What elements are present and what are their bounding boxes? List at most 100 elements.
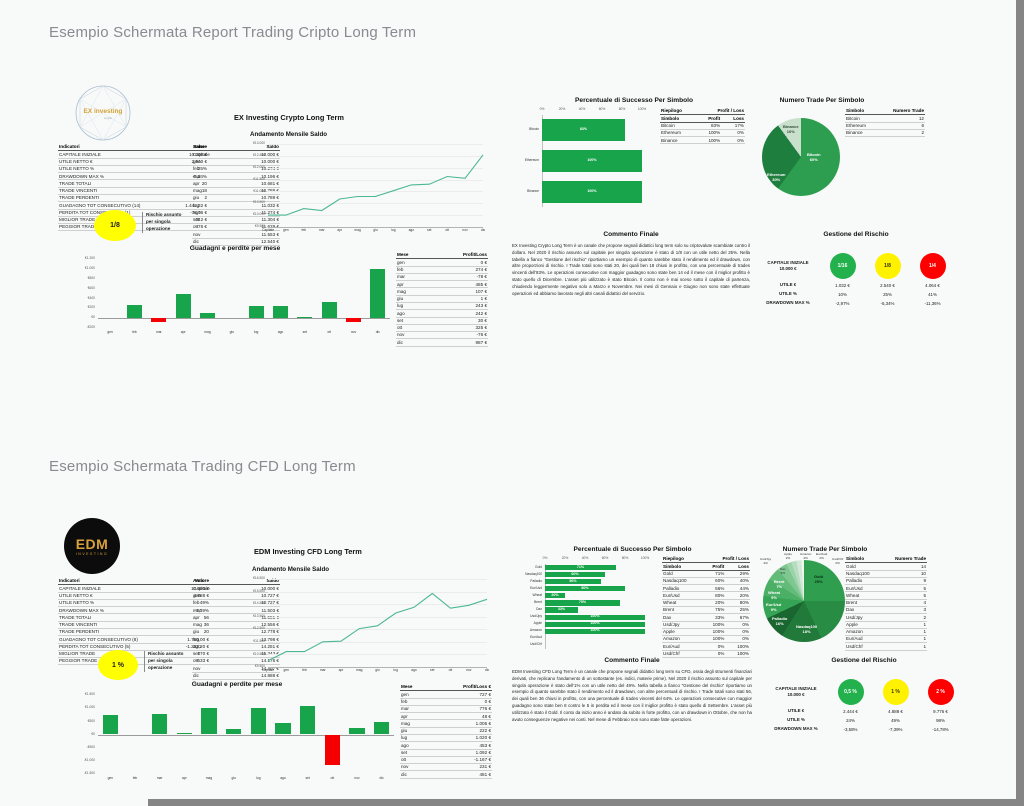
risk-value: -7,39% [888,727,903,732]
bar [545,564,617,571]
axis-tick: nov [354,775,360,780]
axis-tick: €500 [87,718,95,723]
axis-tick: Capitale [261,668,275,672]
axis-tick: nov [350,329,357,334]
axis-tick: €200 [87,305,95,310]
risk-section-title-1: Gestione del Rischio [823,231,889,238]
risk-badge-2: 1 % [98,650,138,680]
risk-circle-mid-2: 1 % [882,679,909,705]
pie-label-ethereum: Ethereum 30% [767,172,786,182]
axis-tick: 100% [587,188,597,193]
axis-tick: €12.000 [253,164,265,169]
axis-tick: Ethereum [524,158,539,162]
axis-tick: mag [356,668,363,672]
bar [126,304,143,319]
trade-count-table-2: Simbolo Numero Trade Gold 14 Nasdaq100 10 Pall… [845,556,927,651]
risk-value: 10% [838,292,847,297]
risk-value: 25% [883,292,892,297]
risk-value: -3,58% [843,727,858,732]
axis-tick: giu [231,775,236,780]
section-title-cfd: Esempio Schermata Trading CFD Long Term [49,458,356,475]
gridline [268,629,487,630]
axis-tick: -€500 [86,744,95,749]
risk-badge-caption-1: Rischio assunto per singola operazione [142,212,182,233]
axis-tick: 20% [551,592,559,597]
axisline [545,564,546,649]
risk-row-label: UTILE % [787,717,805,723]
axis-tick: gen [107,775,114,780]
axis-tick: 40% [581,556,589,560]
risk-value: 24% [846,718,855,723]
risk-value: 41% [928,292,937,297]
axis-tick: €600 [87,285,95,290]
risk-section-title-2: Gestione del Rischio [831,657,897,664]
axis-tick: lug [253,329,259,334]
axis-tick: feb [301,228,307,232]
axis-tick: 83% [579,127,588,132]
risk-value: 2.540 € [880,283,895,288]
axis-tick: €9.500 [254,224,265,229]
report-title-2: EDM Investing CFD Long Term [254,547,362,556]
axis-tick: Amazon [529,628,542,633]
risk-circle-low-1: 1/16 [829,253,856,279]
gridline [268,604,487,605]
bar [374,721,390,735]
bar [545,621,646,627]
gridline [268,591,487,593]
axis-tick: 100% [590,621,600,626]
axis-tick: 71% [576,564,585,569]
pnl-bar-chart-1: €1.200 €1.000 €800 €600 €400 €200 €0 -€200 gen fe… [78,256,392,338]
pie-chart-title-2: Numero Trade Per Simbolo [782,546,868,553]
axis-tick: ott [327,329,331,334]
data-table: Simbolo Numero Trade Bitcoin 12 Ethereum 6 Bin… [845,108,925,138]
axis-tick: Palladio [530,578,542,583]
axis-tick: set [430,668,435,672]
axis-tick: €800 [87,275,95,280]
pnl-bar-chart-2: €1.500 €1.000 €500 €0 -€500 -€1.000 -€1.500 gen… [78,692,396,784]
pie-label-palladio: Palladio 16% [772,616,788,626]
bar [175,294,191,319]
bar [542,119,626,142]
bar [542,180,643,203]
axis-tick: €11.500 [253,176,265,181]
gridline [268,654,487,655]
axis-tick: ago [408,228,415,232]
axis-tick: lug [393,668,398,672]
axis-tick: ago [411,668,417,672]
vertical-scrollbar[interactable] [1016,0,1024,806]
bar [545,572,606,578]
bar [176,733,192,735]
horizontal-scrollbar[interactable] [148,799,1024,806]
logo-text: EX investing [83,108,122,115]
axis-tick: 100% [590,628,600,633]
pie-label-eurusd: Eur/Usd 9% [766,602,782,612]
axis-tick: ott [445,228,449,232]
trade-pie-wrap-1: Bitcoin 60% Ethereum 30% Binance 10% [757,110,857,205]
bar [545,586,626,592]
bar [542,149,643,173]
bar [545,600,621,606]
bar [545,579,602,585]
axis-tick: 100% [587,158,597,162]
axis-tick: set [305,775,310,780]
data-table: Anno Saldo Capitale 10.000 € gen 10.727 € feb 1… [192,578,280,680]
final-comment-text-2: EDM Investing CFD Long Term è un canale … [512,669,752,722]
bar [201,708,217,735]
bar [321,302,337,319]
gridline [268,191,483,192]
axis-tick: nov [462,228,468,232]
axis-tick: Eur/Aud [530,635,542,640]
data-table: Mese Profit/Loss gen 0 € feb 274 € mar -78 € apr… [396,252,488,347]
axis-tick: Wheat [532,592,542,597]
axis-tick: 100% [637,107,647,111]
gridline [268,215,483,216]
bar [300,705,316,735]
risk-badge-caption-2: Rischio assunto per singola operazione [144,651,184,672]
line-series [267,592,488,662]
risk-value: -5,34% [880,301,895,306]
gridline [268,144,483,145]
axis-tick: Capitale [261,228,275,232]
data-table: Anno Saldo Capitale 10.000 € gen 10.000 € feb 1… [192,144,280,246]
pie-label-bitcoin: Bitcoin 60% [807,152,821,162]
axis-tick: €0 [91,315,95,320]
